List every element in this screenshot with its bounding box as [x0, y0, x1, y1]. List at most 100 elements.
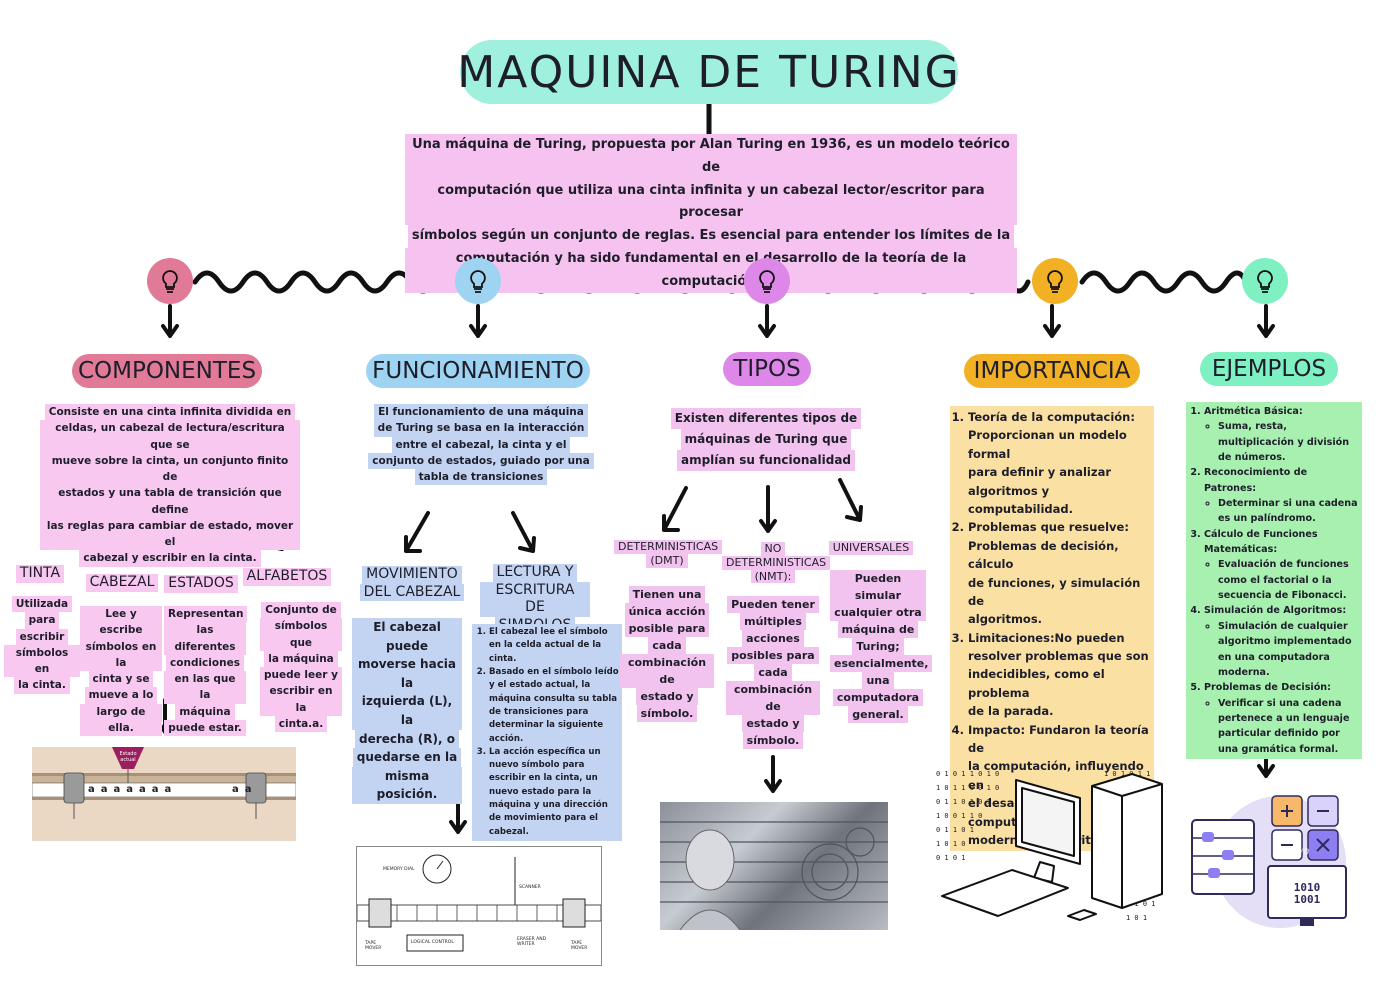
desc-line: conjunto de estados, guiado por una — [368, 452, 594, 470]
text-line: Conjunto de — [261, 602, 341, 619]
intro-line: computación que utiliza una cinta infini… — [405, 179, 1017, 225]
computer-illustration: 0 1 0 1 1 0 1 0 1 0 1 1 0 0 1 0 0 1 1 0 1… — [936, 766, 1168, 942]
intro-line: computación y ha sido fundamental en el … — [405, 247, 1017, 294]
text-line: la máquina — [264, 650, 338, 668]
text-line: izquierda (L), la — [352, 692, 462, 730]
schematic-label: SCANNER — [519, 885, 541, 890]
schematic-label: ERASER AND WRITER — [517, 937, 547, 947]
text-line: estado y — [636, 688, 698, 706]
bullet-item: Evaluación de funciones como el factoria… — [1218, 557, 1358, 603]
text-line: derecha (R), o — [355, 729, 459, 749]
item-line: de funciones, y simulación de — [968, 575, 1141, 608]
item-line: indecidibles, como el problema — [968, 667, 1105, 700]
list-item: Problemas que resuelve: Problemas de deci… — [968, 518, 1150, 628]
item-line: de la parada. — [968, 704, 1054, 719]
componentes-description: Consiste en una cinta infinita dividida … — [40, 404, 300, 567]
lightbulb-icon — [1242, 258, 1288, 304]
text-line: símbolos en la — [80, 638, 162, 672]
text-line: El cabezal puede — [352, 618, 462, 656]
alfabetos-text: Conjunto de símbolos que la máquina pued… — [260, 602, 342, 733]
subtopic-alfabetos: ALFABETOS — [240, 568, 334, 586]
subtopic-estados: ESTADOS — [162, 575, 240, 593]
desc-line: cabezal y escribir en la cinta. — [79, 550, 261, 567]
text-line: misma posición. — [352, 766, 462, 804]
binary-line: 1001 — [1293, 893, 1321, 907]
tape-cell: a — [232, 784, 245, 795]
text-line: Utilizada — [11, 596, 73, 613]
bullet-item: Verificar si una cadena pertenece a un l… — [1218, 696, 1358, 757]
calculator-illustration: 1010 1001 Canva — [1188, 790, 1358, 930]
text-line: puede leer y — [260, 667, 342, 684]
text-line: símbolo. — [742, 732, 804, 750]
page-title: MAQUINA DE TURING — [457, 40, 959, 104]
lightbulb-icon — [455, 258, 501, 304]
schematic-label: TAPE MOVER — [365, 941, 382, 951]
svg-text:1 0 1: 1 0 1 — [1126, 914, 1147, 922]
lightbulb-icon — [744, 258, 790, 304]
binary-line: 1010 — [1293, 881, 1321, 894]
subtopic-label: (NMT): — [750, 569, 796, 584]
subtopic-label: LECTURA Y — [492, 564, 578, 582]
subtopic-label: MOVIMIENTO — [362, 566, 462, 584]
item-line: algoritmos. — [968, 612, 1043, 627]
item-line: Problemas que resuelve: — [968, 520, 1129, 535]
text-line: múltiples — [740, 613, 806, 631]
subtopic-movimiento: MOVIMIENTO DEL CABEZAL — [356, 566, 468, 601]
tape-cell: a — [151, 784, 165, 795]
list-item: Teoría de la computación: Proporcionan un… — [968, 408, 1150, 518]
list-item: Basado en el símbolo leído y el estado a… — [489, 666, 619, 746]
text-line: cinta y se — [88, 671, 154, 688]
item-line: Impacto: Fundaron la teoría de — [968, 722, 1149, 756]
list-item: Limitaciones:No pueden resolver problemas… — [968, 629, 1150, 721]
tape-head-label: Estado actual — [119, 751, 137, 763]
text-line: cada — [648, 637, 686, 655]
desc-line: amplían su funcionalidad — [676, 450, 856, 471]
text-line: máquina — [175, 703, 235, 720]
text-line: posible para — [624, 620, 710, 638]
lightbulb-icon — [147, 258, 193, 304]
text-line: quedarse en la — [352, 748, 462, 767]
schematic-label: MEMORY DIAL — [383, 867, 415, 872]
subtopic-label: UNIVERSALES — [828, 541, 914, 555]
tape-cells: aaaaaaa — [88, 784, 177, 795]
text-line: condiciones — [166, 654, 244, 672]
desc-line: El funcionamiento de una máquina — [374, 404, 588, 421]
text-line: símbolos que — [260, 618, 342, 651]
turing-tape-image: Estado actual aaaaaaa aa — [31, 747, 297, 841]
svg-text:1 0 1 1 0 0 1 0: 1 0 1 1 0 0 1 0 — [936, 784, 999, 792]
svg-text:0 1 0 1: 0 1 0 1 — [1126, 900, 1156, 908]
item-head: Simulación de Algoritmos: — [1204, 605, 1347, 617]
desc-line: celdas, un cabezal de lectura/escritura … — [40, 420, 300, 453]
list-item: Simulación de Algoritmos: Simulación de … — [1204, 603, 1358, 680]
binary-display: 1010 1001 — [1276, 881, 1338, 907]
desc-line: Existen diferentes tipos de — [670, 408, 862, 429]
tinta-text: Utilizada para escribir símbolos en la c… — [4, 596, 80, 694]
text-line: símbolo. — [636, 705, 698, 723]
text-line: para — [24, 612, 60, 629]
subtopic-label: ALFABETOS — [242, 568, 332, 586]
text-line: combinación de — [620, 654, 714, 689]
svg-text:1 0 1 0 1 1: 1 0 1 0 1 1 — [1104, 770, 1150, 778]
svg-text:0 1 1 0 1 0 1: 0 1 1 0 1 0 1 — [936, 798, 991, 806]
estados-text: Representan las diferentes condiciones e… — [164, 606, 248, 737]
item-head: Aritmética Básica: — [1204, 406, 1303, 417]
text-line: máquina de — [837, 621, 919, 639]
tape-cell: a — [164, 784, 178, 795]
text-line: estado y — [742, 715, 804, 733]
category-ejemplos: EJEMPLOS — [1200, 352, 1338, 386]
text-line: única acción — [624, 603, 710, 621]
svg-text:0 1 0 1: 0 1 0 1 — [936, 854, 966, 862]
svg-text:0 1 1 0 1: 0 1 1 0 1 — [936, 826, 974, 834]
movimiento-text: El cabezal puede moverse hacia la izquie… — [352, 618, 462, 804]
subtopic-label: ESCRITURA DE — [480, 581, 590, 617]
text-line: las diferentes — [164, 622, 246, 655]
desc-line: las reglas para cambiar de estado, mover… — [40, 517, 300, 551]
tipos-description: Existen diferentes tipos de máquinas de … — [668, 408, 864, 471]
list-item: Reconocimiento de Patrones: Determinar s… — [1204, 465, 1358, 526]
category-tipos: TIPOS — [723, 352, 811, 386]
subtopic-no-deterministicas: NO DETERMINISTICAS (NMT): — [722, 542, 831, 584]
tape-cell: a — [113, 784, 127, 795]
item-line: Proporcionan un modelo formal — [968, 428, 1127, 461]
subtopic-label: TINTA — [15, 565, 65, 583]
text-line: Pueden simular — [830, 570, 926, 605]
